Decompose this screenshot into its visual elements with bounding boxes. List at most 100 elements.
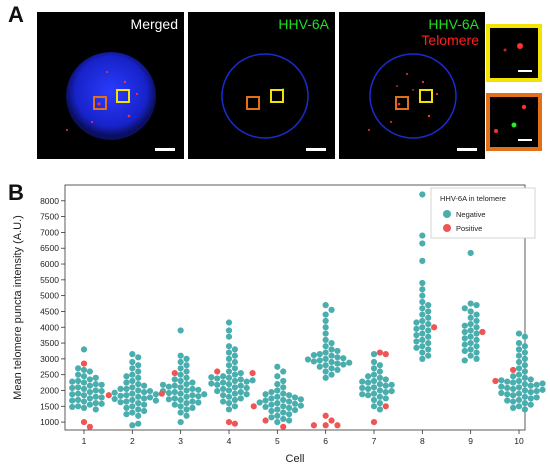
data-point-negative xyxy=(129,396,136,404)
data-point-negative xyxy=(515,339,523,347)
orange-roi-box xyxy=(93,96,107,110)
data-point-positive xyxy=(431,324,438,331)
data-point-negative xyxy=(419,240,426,247)
telomere-punctum xyxy=(517,43,523,49)
micrograph-labels-merged: Merged xyxy=(131,16,178,32)
data-point-negative xyxy=(86,395,93,402)
data-point-negative xyxy=(370,365,378,372)
data-point-negative xyxy=(286,398,293,405)
data-point-negative xyxy=(86,376,93,383)
data-point-negative xyxy=(370,351,378,358)
data-point-negative xyxy=(183,400,190,407)
micrograph-labels-hhv6a: HHV-6A xyxy=(278,16,329,32)
plot-frame xyxy=(64,184,526,431)
data-point-negative xyxy=(521,400,528,407)
data-point-negative xyxy=(521,368,528,375)
x-tick-label: 10 xyxy=(514,436,524,446)
data-point-negative xyxy=(376,406,383,413)
data-point-negative xyxy=(527,388,534,396)
data-point-negative xyxy=(533,394,540,401)
data-point-negative xyxy=(225,355,233,362)
data-point-negative xyxy=(75,403,82,410)
data-point-negative xyxy=(177,377,184,385)
data-point-negative xyxy=(189,385,196,393)
data-point-negative xyxy=(419,257,426,264)
data-point-negative xyxy=(274,412,281,419)
data-point-negative xyxy=(135,381,142,388)
data-point-negative xyxy=(220,392,227,399)
scale-bar xyxy=(518,70,532,72)
data-point-positive xyxy=(250,403,257,410)
data-point-negative xyxy=(117,385,124,393)
data-point-negative xyxy=(515,384,523,391)
data-point-negative xyxy=(123,373,130,380)
data-point-negative xyxy=(316,357,323,364)
data-point-negative xyxy=(461,341,468,348)
data-point-negative xyxy=(177,358,184,366)
data-point-negative xyxy=(75,371,82,378)
data-point-negative xyxy=(214,381,221,388)
data-point-negative xyxy=(382,388,389,396)
data-point-negative xyxy=(467,327,474,334)
x-tick-label: 1 xyxy=(82,436,87,446)
data-point-negative xyxy=(225,319,233,326)
y-tick-label: 3000 xyxy=(40,354,59,364)
data-point-negative xyxy=(135,406,142,413)
data-point-negative xyxy=(467,314,474,321)
telomere-puncta xyxy=(368,73,439,131)
data-point-negative xyxy=(69,397,76,404)
data-point-negative xyxy=(388,388,395,395)
data-point-negative xyxy=(123,392,130,399)
data-point-negative xyxy=(231,352,238,359)
data-point-negative xyxy=(419,286,426,293)
data-point-positive xyxy=(249,369,256,377)
data-point-negative xyxy=(123,385,130,393)
data-point-negative xyxy=(413,319,420,326)
data-point-negative xyxy=(220,373,227,380)
data-point-negative xyxy=(515,352,523,359)
data-point-negative xyxy=(322,311,329,318)
data-point-negative xyxy=(243,378,250,385)
nucleus-dapi xyxy=(66,52,156,140)
data-point-negative xyxy=(376,374,383,381)
data-point-negative xyxy=(322,336,329,344)
data-point-negative xyxy=(286,392,293,399)
panel-label-a: A xyxy=(8,2,24,27)
data-point-negative xyxy=(262,391,269,398)
data-point-negative xyxy=(183,368,190,375)
data-point-negative xyxy=(527,382,534,389)
data-point-negative xyxy=(237,395,244,402)
data-point-negative xyxy=(129,358,136,366)
data-point-negative xyxy=(171,401,178,408)
data-point-positive xyxy=(510,366,517,374)
data-point-negative xyxy=(291,394,299,401)
data-point-negative xyxy=(473,349,480,356)
data-point-negative xyxy=(135,400,142,407)
data-point-negative xyxy=(515,377,523,385)
data-point-positive xyxy=(479,328,486,336)
data-point-negative xyxy=(461,347,468,355)
data-point-negative xyxy=(521,343,528,350)
data-point-negative xyxy=(425,346,432,353)
y-tick-label: 3500 xyxy=(40,338,59,348)
data-point-negative xyxy=(80,404,88,411)
data-point-negative xyxy=(129,384,136,391)
legend-label-positive: Positive xyxy=(456,224,482,233)
data-point-negative xyxy=(322,349,329,356)
data-point-negative xyxy=(521,393,528,400)
data-point-negative xyxy=(141,382,148,389)
data-point-negative xyxy=(376,362,383,369)
data-point-negative xyxy=(286,404,293,411)
y-tick-label: 7000 xyxy=(40,227,59,237)
data-point-negative xyxy=(75,384,82,391)
data-point-negative xyxy=(527,376,534,383)
y-tick-label: 2000 xyxy=(40,385,59,395)
data-point-negative xyxy=(473,302,480,309)
data-point-negative xyxy=(249,377,256,384)
data-point-negative xyxy=(419,336,426,344)
data-point-negative xyxy=(98,400,105,407)
data-point-negative xyxy=(129,422,136,429)
data-point-negative xyxy=(328,365,335,372)
data-point-negative xyxy=(214,388,221,395)
data-point-negative xyxy=(69,384,76,392)
